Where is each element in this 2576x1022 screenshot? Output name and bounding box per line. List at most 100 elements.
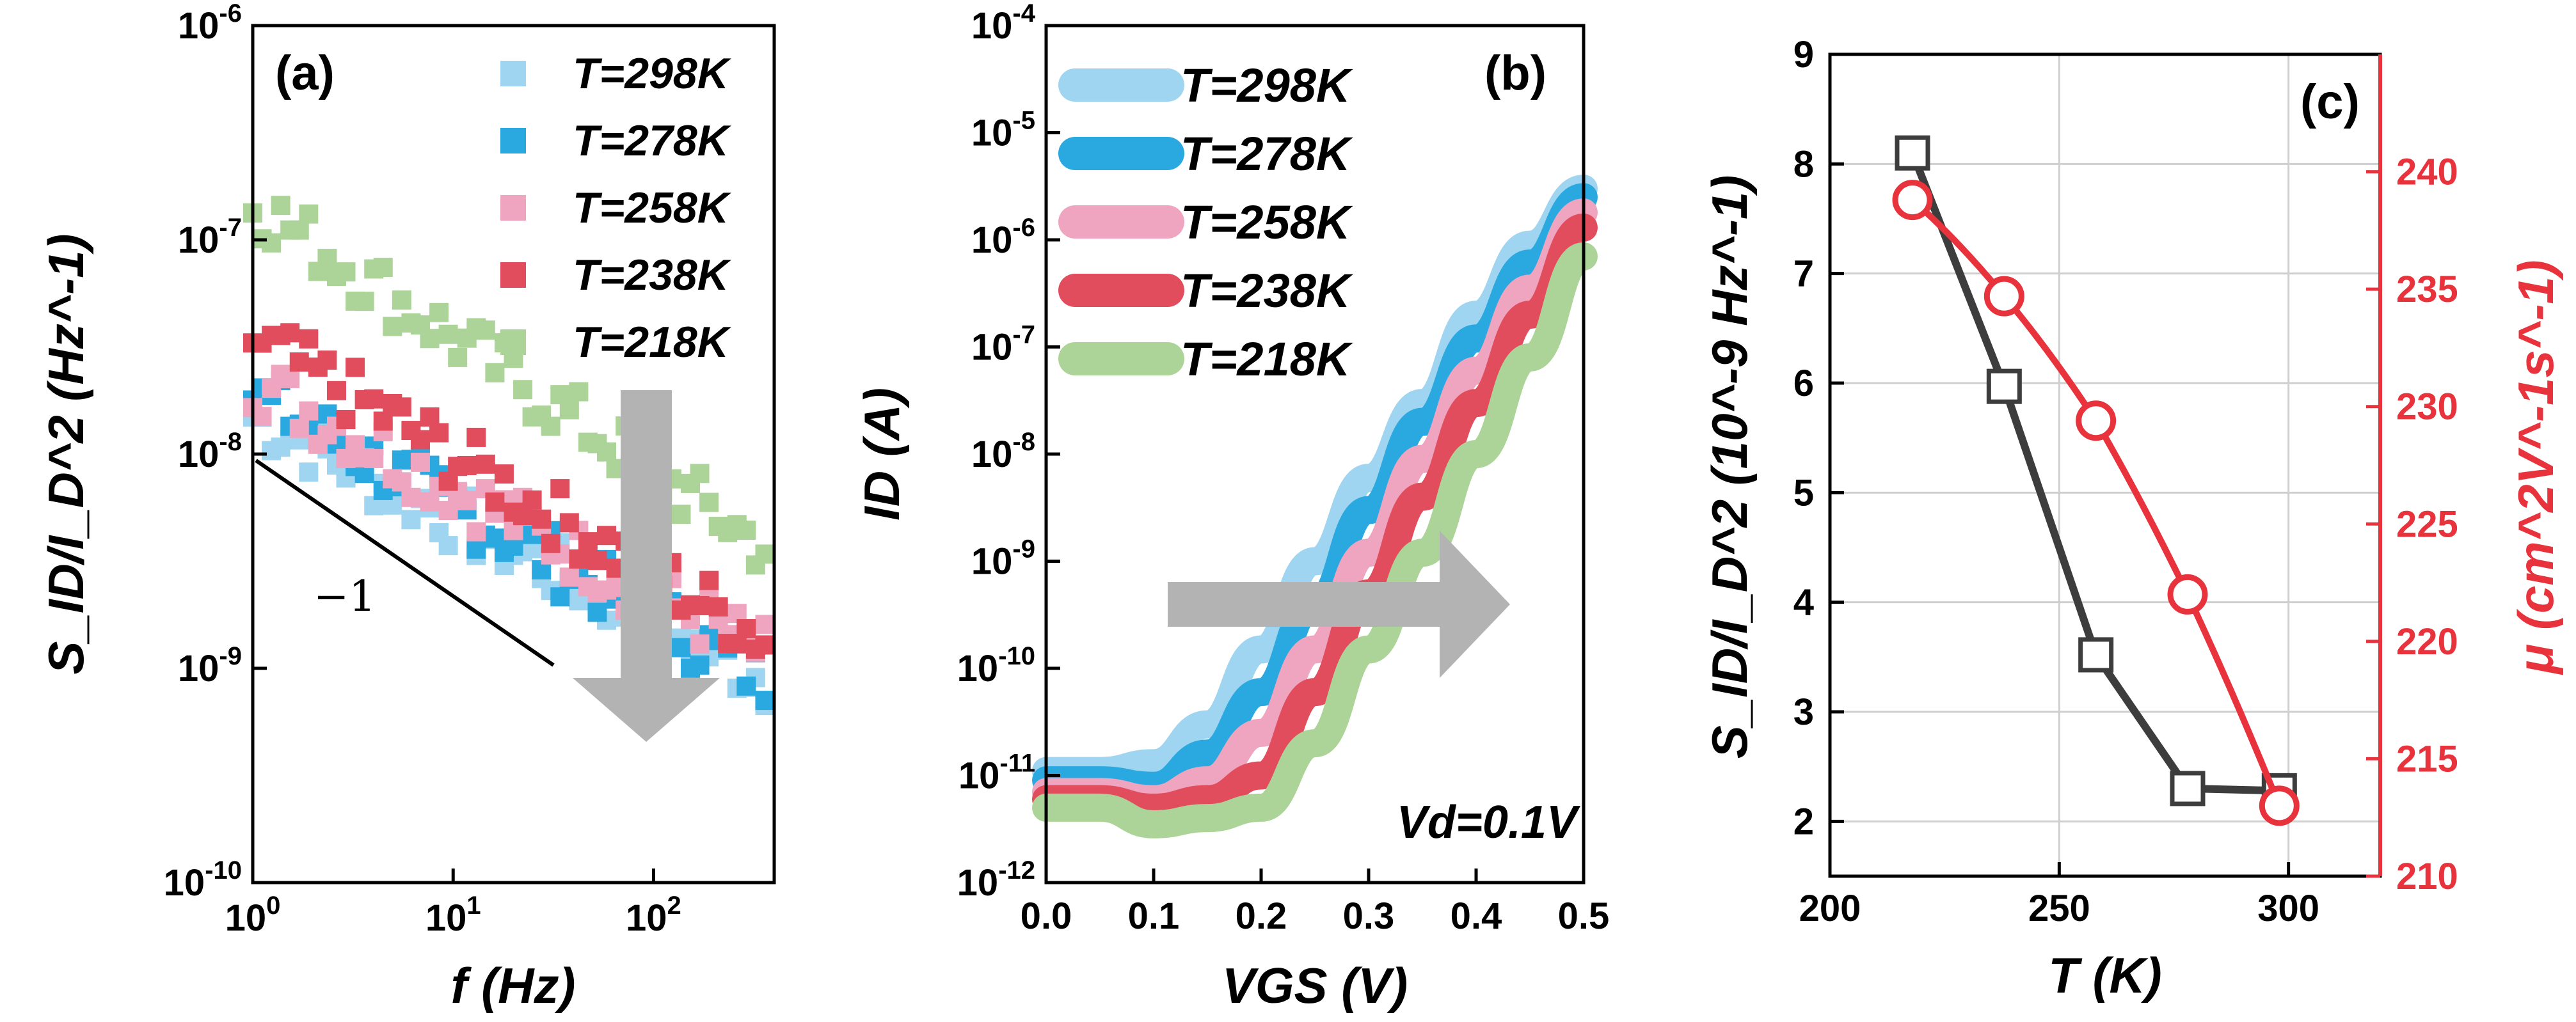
panel-c-series-1-line bbox=[1909, 152, 2280, 795]
panel-b-ytick-label-base: 10 bbox=[971, 113, 1013, 154]
panel-a-point bbox=[364, 389, 384, 409]
panel-c-ytick-left-label: 4 bbox=[1793, 582, 1814, 624]
panel-a-point bbox=[597, 526, 617, 546]
panel-a-xtick-label-base: 10 bbox=[626, 897, 667, 939]
panel-a-point bbox=[569, 549, 589, 569]
panel-a-point bbox=[429, 303, 449, 322]
panel-a-series-4 bbox=[243, 323, 775, 659]
panel-a-point bbox=[336, 262, 356, 282]
panel-a-point bbox=[383, 317, 402, 336]
panel-a-ylabel: S_ID/I_D^2 (Hz^-1) bbox=[38, 233, 94, 674]
panel-a-ytick-label-exp: -8 bbox=[219, 428, 242, 456]
panel-a-point bbox=[736, 619, 756, 639]
panel-b-ytick-label: 10-4 bbox=[971, 0, 1036, 47]
panel-c-ticks: 200 250 300 2 3 4 5 6 7 8 9 210 215 220 225 230 235 240 bbox=[1793, 34, 2458, 929]
panel-a-point bbox=[280, 368, 300, 388]
panel-a-ytick-label-base: 10 bbox=[178, 648, 219, 689]
panel-a-point bbox=[457, 491, 477, 510]
panel-b-ytick-label-base: 10 bbox=[971, 219, 1013, 261]
panel-a-point bbox=[299, 329, 319, 349]
panel-c-ylabel-left: S_ID/I_D^2 (10^-9 Hz^-1) bbox=[1701, 175, 1758, 759]
panel-b-ytick-label-base: 10 bbox=[957, 862, 999, 904]
panel-a-legend-swatch bbox=[500, 262, 526, 288]
panel-a-point bbox=[755, 544, 775, 564]
panel-b-series-4-line bbox=[1032, 213, 1598, 822]
panel-a-point bbox=[690, 634, 710, 654]
panel-a-ytick-label-exp: -9 bbox=[219, 642, 242, 670]
panel-a-point bbox=[690, 655, 710, 675]
panel-b-trend-arrow bbox=[1168, 531, 1510, 678]
panel-a-point bbox=[401, 487, 421, 507]
panel-b-xtick-label: 0.3 bbox=[1343, 895, 1395, 937]
panel-b-ytick-label-base: 10 bbox=[971, 5, 1013, 47]
panel-c-point-circle bbox=[1892, 180, 1933, 221]
panel-b-ytick-label-exp: -6 bbox=[1012, 214, 1035, 242]
panel-b-legend-label: T=218K bbox=[1181, 333, 1353, 386]
panel-b-legend-label: T=298K bbox=[1181, 59, 1353, 112]
panel-a-legend-swatch bbox=[500, 61, 526, 86]
panel-a-legend-swatch bbox=[500, 195, 526, 221]
panel-b-ytick-label-exp: -10 bbox=[998, 642, 1035, 670]
panel-b-legend-label: T=278K bbox=[1181, 127, 1353, 180]
panel-a-point bbox=[532, 509, 552, 529]
panel-a-legend-label: T=218K bbox=[573, 318, 732, 366]
panel-b-legend: T=298K T=278K T=258K T=238K T=218K bbox=[1058, 59, 1353, 386]
panel-b-ytick-label: 10-10 bbox=[957, 642, 1035, 689]
panel-a-ytick-label-exp: -7 bbox=[219, 214, 242, 242]
panel-a-xtick-label-exp: 1 bbox=[466, 892, 481, 920]
panel-b-ytick-label-exp: -9 bbox=[1012, 535, 1035, 563]
panel-a-point bbox=[569, 382, 589, 402]
panel-a-point bbox=[271, 196, 290, 216]
panel-a-data bbox=[243, 196, 775, 716]
panel-a-point bbox=[438, 324, 458, 344]
panel-b-ytick-label-exp: -4 bbox=[1012, 0, 1035, 28]
panel-b-series-5-line bbox=[1032, 242, 1598, 838]
panel-a-xtick-label-base: 10 bbox=[425, 897, 467, 939]
panel-b-ytick-label-exp: -12 bbox=[998, 856, 1035, 884]
panel-a-point bbox=[299, 462, 319, 482]
panel-c-point-circle bbox=[2167, 574, 2208, 615]
panel-a-xlabel-text: f (Hz) bbox=[451, 957, 576, 1014]
panel-b-ytick-label: 10-7 bbox=[971, 321, 1035, 368]
panel-a-point bbox=[550, 479, 570, 499]
panel-a-ytick-label: 10-6 bbox=[178, 0, 242, 47]
panel-a-point bbox=[475, 320, 495, 340]
panel-a-point bbox=[346, 358, 365, 377]
panel-a-point bbox=[550, 587, 570, 607]
panel-a-xlabel: f (Hz) bbox=[451, 957, 576, 1014]
panel-c-point-square bbox=[2170, 771, 2206, 806]
panel-a-point bbox=[587, 551, 607, 570]
panel-a-point bbox=[708, 597, 728, 617]
panel-a-legend-label: T=298K bbox=[573, 49, 732, 98]
panel-a-point bbox=[317, 350, 337, 370]
panel-c-frame bbox=[1828, 52, 2382, 878]
panel-a-xtick-label: 101 bbox=[425, 892, 481, 939]
panel-a-ytick-label: 10-9 bbox=[178, 642, 242, 689]
panel-a-ytick-label-base: 10 bbox=[178, 219, 219, 261]
panel-a-point bbox=[289, 352, 309, 372]
panel-b-xtick-label: 0.5 bbox=[1558, 895, 1610, 937]
panel-a-point bbox=[559, 513, 579, 533]
panel-a-point bbox=[597, 442, 617, 462]
panel-c: 200 250 300 2 3 4 5 6 7 8 9 210 215 220 225 230 235 240 (… bbox=[1701, 34, 2564, 1003]
panel-c-ytick-right-label: 215 bbox=[2396, 738, 2458, 780]
panel-a-point bbox=[736, 521, 756, 540]
panel-a-point bbox=[401, 510, 421, 530]
panel-a-ytick-label: 10-7 bbox=[178, 214, 242, 261]
panel-b-ytick-label-base: 10 bbox=[971, 434, 1013, 475]
panel-a-point bbox=[475, 454, 495, 474]
panel-c-xtick-label: 200 bbox=[1799, 888, 1861, 929]
panel-c-ytick-left-label: 3 bbox=[1793, 691, 1814, 733]
panel-a-series-2 bbox=[243, 371, 775, 711]
panel-a-point bbox=[364, 448, 384, 468]
panel-a-point bbox=[485, 492, 505, 512]
panel-c-xtick-label: 300 bbox=[2257, 888, 2319, 929]
panel-a-ytick-label: 10-8 bbox=[178, 428, 242, 475]
panel-a-reference-line bbox=[255, 459, 555, 667]
panel-b-ytick-label: 10-9 bbox=[971, 535, 1035, 583]
panel-a-point bbox=[466, 522, 486, 542]
panel-a-point bbox=[420, 329, 440, 349]
